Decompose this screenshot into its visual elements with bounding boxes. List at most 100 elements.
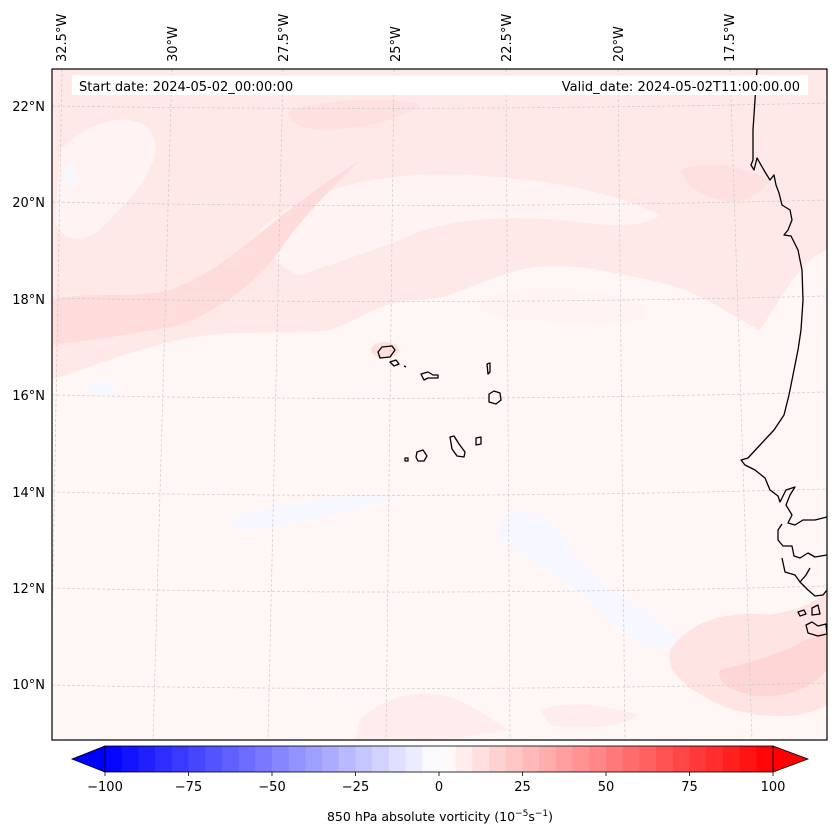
gridline-lon-32.5 (52, 69, 63, 648)
colorbar-bin (489, 746, 507, 772)
lon-label-32.5W: 32.5°W (55, 14, 70, 62)
colorbar-extend-max-arrow (772, 745, 810, 773)
africa-coastline-guinea-bissau (799, 581, 827, 597)
map-frame (51, 68, 828, 741)
contour-band-streak (52, 160, 360, 345)
lat-label-20N: 20°N (12, 196, 45, 211)
africa-coastline-gambia (781, 557, 811, 583)
colorbar: −100 −75 −50 −25 0 25 50 75 100 850 hPa absolute… (70, 745, 810, 824)
colorbar-bin (722, 746, 741, 772)
lon-label-27.5W: 27.5°W (277, 14, 292, 62)
island-maio (475, 436, 482, 446)
island-santa-luzia (403, 365, 407, 368)
contour-negative-4 (64, 166, 76, 184)
colorbar-tick-label: 100 (761, 780, 786, 795)
colorbar-bin (522, 746, 540, 772)
colorbar-bin (255, 746, 273, 772)
africa-coastline-north (740, 69, 827, 526)
gridline-lat-14 (52, 488, 827, 496)
gridline-lon-17.5 (729, 69, 753, 740)
colorbar-label-text: 850 hPa absolute vorticity (10 (327, 809, 515, 824)
island-sao-vicente (389, 359, 400, 367)
gridline-lat-18 (52, 295, 827, 302)
island-brava (404, 457, 409, 462)
colorbar-label-exp1: −5 (515, 809, 528, 819)
colorbar-bin (706, 746, 724, 772)
lon-label-20W: 20°W (612, 26, 627, 62)
lat-label-14N: 14°N (12, 486, 45, 501)
lat-label-12N: 12°N (12, 582, 45, 597)
colorbar-tick-label: 0 (435, 780, 443, 795)
colorbar-tick-label: 50 (598, 780, 615, 795)
colorbar-bin (155, 746, 173, 772)
colorbar-bins (105, 746, 774, 772)
vorticity-contours (52, 69, 827, 740)
colorbar-tick-label: 75 (681, 780, 698, 795)
africa-bissagos-2 (811, 604, 821, 616)
contour-light-north-left (55, 119, 156, 239)
colorbar-bin (355, 746, 373, 772)
colorbar-bin (221, 746, 240, 772)
colorbar-bin (756, 746, 774, 772)
colorbar-tick-label: −50 (258, 780, 285, 795)
colorbar-bin (238, 746, 256, 772)
gridlines (52, 69, 827, 740)
gridline-lat-22 (52, 102, 827, 109)
colorbar-bin (472, 746, 490, 772)
colorbar-bin (589, 746, 607, 772)
map-panel: Start date: 2024-05-02_00:00:00 Valid_da… (51, 68, 828, 741)
island-sao-nicolau (420, 371, 439, 381)
colorbar-bin (505, 746, 523, 772)
lat-label-10N: 10°N (12, 678, 45, 693)
colorbar-label-exp2: −1 (535, 809, 548, 819)
contour-south-patch-1 (355, 693, 510, 740)
colorbar-bin (555, 746, 574, 772)
island-sal (486, 362, 491, 375)
colorbar-tick-label: −100 (87, 780, 123, 795)
gridline-lon-25 (385, 69, 395, 740)
colorbar-label-mid: s (528, 809, 535, 824)
contour-negative-2 (500, 511, 680, 649)
colorbar-bin (672, 746, 690, 772)
contour-negative-3 (88, 381, 116, 395)
lon-label-17.5W: 17.5°W (723, 14, 738, 62)
colorbar-label: 850 hPa absolute vorticity (10−5s−1) (327, 809, 553, 824)
colorbar-bin (455, 746, 473, 772)
colorbar-bin (739, 746, 757, 772)
contour-south-patch-2 (540, 704, 640, 728)
colorbar-bin (572, 746, 590, 772)
colorbar-bin (138, 746, 156, 772)
gridline-lat-10 (52, 682, 827, 689)
gridline-lon-22.5 (505, 69, 511, 740)
valid-date-label: Valid_date: 2024-05-02T11:00:00.00 (562, 80, 800, 95)
colorbar-label-end: ) (548, 809, 553, 824)
lat-label-16N: 16°N (12, 389, 45, 404)
contour-light-swirl (260, 174, 660, 275)
date-label-box (72, 75, 808, 95)
gridline-lat-12 (52, 585, 827, 593)
contour-band-top (289, 99, 420, 130)
colorbar-bin (606, 746, 624, 772)
colorbar-tick-label: 25 (514, 780, 531, 795)
colorbar-bin (288, 746, 306, 772)
lon-label-22.5W: 22.5°W (500, 14, 515, 62)
colorbar-bin (439, 746, 457, 772)
island-santiago (449, 435, 466, 458)
lon-label-25W: 25°W (389, 26, 404, 62)
colorbar-bin (689, 746, 707, 772)
gridline-lon-27.5 (267, 69, 284, 740)
lat-label-18N: 18°N (12, 293, 45, 308)
colorbar-bin (338, 746, 356, 772)
latitude-labels: 22°N 20°N 18°N 16°N 14°N 12°N 10°N (12, 100, 45, 693)
colorbar-bin (171, 746, 189, 772)
gridline-lon-20 (617, 69, 626, 740)
colorbar-extend-min-arrow (70, 745, 106, 773)
contour-band-east (680, 164, 770, 202)
colorbar-bin (639, 746, 657, 772)
island-santo-antao (377, 345, 396, 359)
longitude-labels: 32.5°W 30°W 27.5°W 25°W 22.5°W 20°W 17.5… (55, 14, 738, 62)
colorbar-bin (105, 746, 123, 772)
island-boa-vista (488, 390, 502, 405)
colorbar-bin (188, 746, 206, 772)
